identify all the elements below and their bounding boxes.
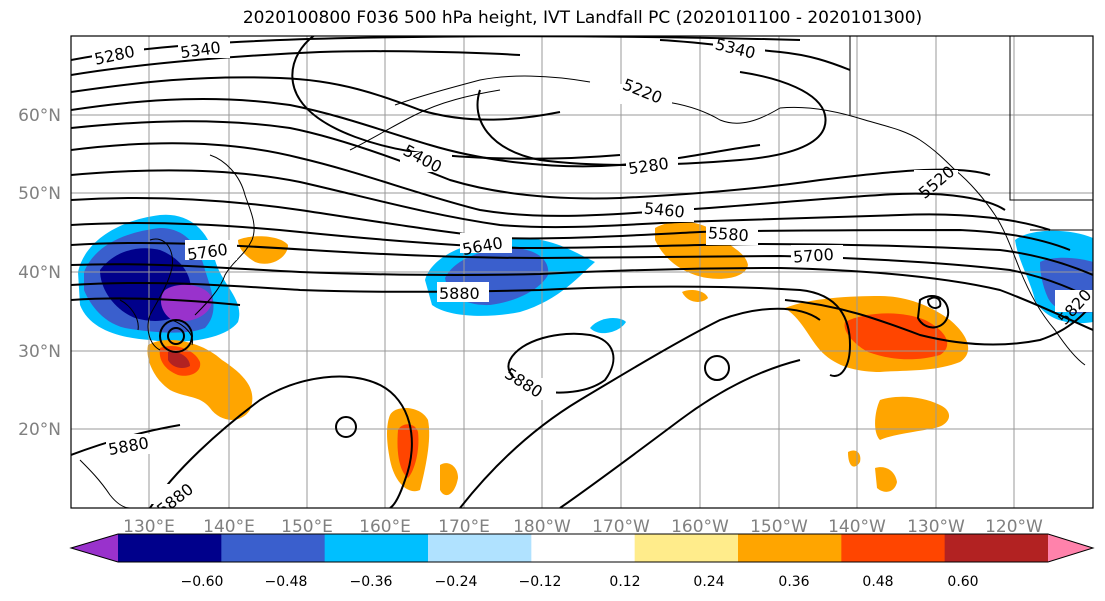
lat-label: 30°N xyxy=(18,342,61,362)
contour-label: 5460 xyxy=(643,199,685,222)
colorbar-segment xyxy=(221,534,326,562)
lat-label: 60°N xyxy=(18,106,61,126)
contour-label: 5700 xyxy=(792,245,834,267)
lon-labels: 130°E 140°E 150°E 160°E 170°E 180°W 170°… xyxy=(123,517,1043,537)
lat-label: 40°N xyxy=(18,263,61,283)
colorbar-segment xyxy=(531,534,636,562)
lon-label: 180°W xyxy=(513,517,571,537)
colorbar-segment xyxy=(324,534,429,562)
colorbar-extend-low xyxy=(71,534,118,562)
colorbar-tick-label: −0.60 xyxy=(181,574,224,590)
colorbar-segment xyxy=(841,534,946,562)
ivt-positive-east xyxy=(785,296,969,492)
colorbar-tick-label: −0.36 xyxy=(350,574,393,590)
contour-label: 5880 xyxy=(439,284,480,303)
colorbar-segment xyxy=(634,534,739,562)
lat-label: 50°N xyxy=(18,184,61,204)
lon-label: 140°E xyxy=(203,517,255,537)
lat-labels: 60°N 50°N 40°N 30°N 20°N xyxy=(18,106,61,440)
ivt-positive-japan xyxy=(147,236,288,420)
colorbar-tick-label: 0.60 xyxy=(947,574,978,590)
colorbar-tick-label: 0.48 xyxy=(862,574,893,590)
colorbar xyxy=(69,533,1095,563)
lon-label: 150°W xyxy=(750,517,808,537)
lon-label: 130°W xyxy=(907,517,965,537)
colorbar-tick-label: 0.24 xyxy=(693,574,724,590)
lon-label: 170°W xyxy=(592,517,650,537)
lon-label: 150°E xyxy=(281,517,333,537)
colorbar-segment xyxy=(944,534,1049,562)
graticule xyxy=(71,36,1093,508)
colorbar-segment xyxy=(738,534,842,562)
lon-label: 140°W xyxy=(828,517,886,537)
map-title: 2020100800 F036 500 hPa height, IVT Land… xyxy=(242,8,923,28)
lon-label: 170°E xyxy=(438,517,490,537)
colorbar-tick-label: −0.48 xyxy=(265,574,308,590)
map-frame xyxy=(70,35,1094,509)
colorbar-tick-label: −0.24 xyxy=(435,574,478,590)
contour-label: 5580 xyxy=(707,223,749,245)
lon-label: 130°E xyxy=(123,517,175,537)
colorbar-tick-label: 0.36 xyxy=(778,574,809,590)
lon-label: 160°W xyxy=(671,517,729,537)
colorbar-outline xyxy=(69,533,1095,563)
colorbar-labels: −0.60 −0.48 −0.36 −0.24 −0.12 0.12 0.24 … xyxy=(181,574,979,590)
colorbar-extend-high xyxy=(1048,534,1093,562)
colorbar-segment xyxy=(118,534,222,562)
lon-label: 160°E xyxy=(359,517,411,537)
colorbar-segment xyxy=(428,534,532,562)
colorbar-tick-label: 0.12 xyxy=(609,574,640,590)
colorbar-tick-label: −0.12 xyxy=(519,574,562,590)
lat-label: 20°N xyxy=(18,420,61,440)
height-contours xyxy=(71,36,1093,508)
lon-label: 120°W xyxy=(985,517,1043,537)
